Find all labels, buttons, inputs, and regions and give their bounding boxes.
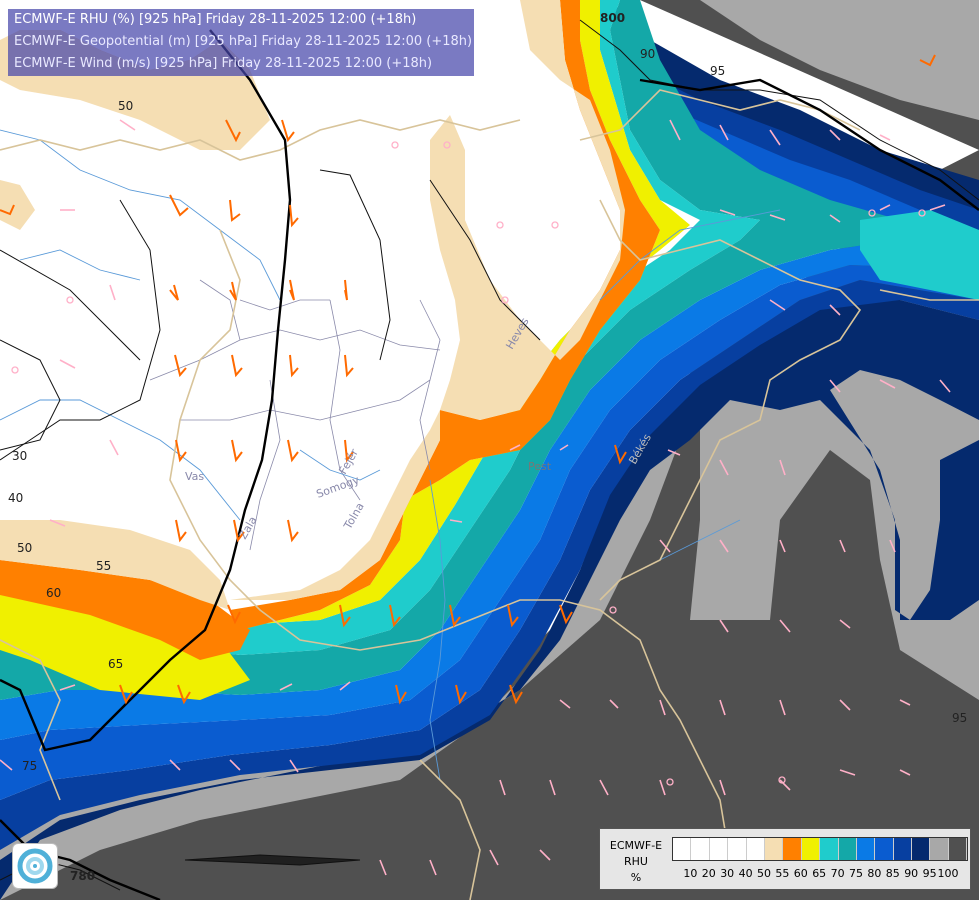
contour-label-30: 30 [12, 449, 27, 463]
legend-tick-label: 50 [757, 867, 771, 880]
legend-swatch [856, 838, 876, 860]
rivers [0, 129, 781, 781]
contour-label-75: 75 [22, 759, 37, 773]
legend-swatch [801, 838, 821, 860]
legend-tick-label: 55 [775, 867, 790, 880]
place-label-vas: Vas [185, 470, 204, 483]
geopotential-contours [0, 19, 979, 891]
legend-tick-label: 10 [683, 867, 698, 880]
legend-tick-label: 75 [849, 867, 863, 880]
legend-swatch [783, 838, 802, 860]
country-borders [0, 89, 979, 900]
legend-tick-label: 60 [793, 867, 808, 880]
contour-label-60: 60 [46, 586, 61, 600]
legend-title-model: ECMWF-E [609, 839, 663, 852]
contour-label-780: 780 [70, 869, 95, 883]
contour-labels: 30 40 50 50 55 60 65 75 95 780 800 90 95 [8, 11, 967, 883]
rhu-band-80 [0, 100, 979, 800]
legend-tick-label: 40 [738, 867, 753, 880]
station-markers [11, 141, 926, 786]
legend-tick-label: 30 [720, 867, 735, 880]
contour-label-95-top: 95 [710, 64, 725, 78]
rhu-legend: ECMWF-E RHU % 10 20 30 40 50 55 60 65 70 75 80 85 90… [599, 828, 971, 890]
contour-label-50: 50 [17, 541, 32, 555]
contour-label-90: 90 [640, 47, 655, 61]
legend-swatch [948, 838, 968, 860]
swirl-logo-icon [17, 848, 53, 884]
wind-barbs-orange [0, 54, 936, 705]
contour-label-50-top: 50 [118, 99, 133, 113]
legend-swatch [930, 838, 949, 860]
legend-tick-label: 85 [885, 867, 900, 880]
legend-tick-label: 90 [904, 867, 919, 880]
rhu-band-55 [0, 0, 660, 660]
title-rhu: ECMWF-E RHU (%) [925 hPa] Friday 28-11-2… [14, 12, 417, 27]
rhu-band-70 [0, 0, 979, 700]
legend-swatch [691, 838, 710, 860]
title-geopotential: ECMWF-E Geopotential (m) [925 hPa] Frida… [14, 34, 473, 49]
contour-label-40: 40 [8, 491, 23, 505]
legend-tick-label: 70 [830, 867, 845, 880]
logo [12, 843, 58, 889]
place-label-pest: Pest [528, 460, 552, 473]
legend-swatch [875, 838, 894, 860]
contour-label-65: 65 [108, 657, 123, 671]
legend-ticks: 10 20 30 40 50 55 60 65 70 75 80 85 90 95 100 [672, 867, 972, 881]
legend-tick-label: 95 [922, 867, 937, 880]
legend-swatches [672, 837, 969, 861]
wind-barbs-pink [0, 119, 951, 876]
contour-label-800: 800 [600, 11, 625, 25]
legend-swatch [820, 838, 839, 860]
geopotential-main-contour [0, 29, 979, 900]
contour-label-95: 95 [952, 711, 967, 725]
legend-title: ECMWF-E RHU % [604, 838, 668, 886]
legend-swatch [709, 838, 729, 860]
legend-tick-label: 80 [867, 867, 882, 880]
legend-tick-label: 65 [812, 867, 827, 880]
legend-swatch [764, 838, 784, 860]
title-wind: ECMWF-E Wind (m/s) [925 hPa] Friday 28-1… [14, 56, 433, 71]
legend-tick-label: 100 [937, 867, 959, 880]
rhu-band-60 [0, 0, 690, 700]
legend-title-var: RHU [624, 855, 648, 868]
legend-swatch [746, 838, 765, 860]
legend-swatch [838, 838, 857, 860]
county-borders [149, 279, 441, 551]
legend-swatch [893, 838, 913, 860]
legend-tick-label: 20 [701, 867, 716, 880]
title-panel [8, 9, 474, 76]
legend-swatch [912, 838, 931, 860]
contour-label-55: 55 [96, 559, 111, 573]
legend-title-unit: % [630, 871, 642, 884]
legend-swatch [728, 838, 747, 860]
legend-swatch [673, 838, 692, 860]
rhu-band-85 [0, 70, 979, 850]
